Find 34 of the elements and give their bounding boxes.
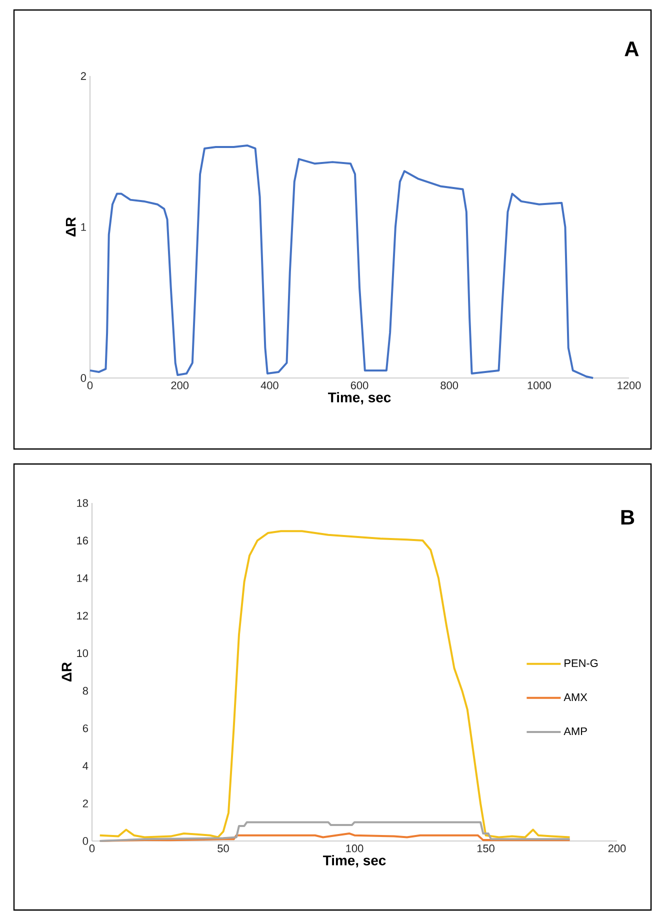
x-axis-title: Time, sec <box>328 392 391 404</box>
y-tick-label: 10 <box>77 649 88 658</box>
y-tick-label: 16 <box>77 536 88 544</box>
y-tick-label: 18 <box>77 499 88 507</box>
y-tick-label: 4 <box>82 762 88 770</box>
x-tick-label: 50 <box>218 844 229 852</box>
y-tick-label: 8 <box>82 686 88 695</box>
x-tick-label: 100 <box>346 844 364 852</box>
legend-label: PEN-G <box>564 659 598 668</box>
x-tick-label: 1200 <box>618 382 641 390</box>
y-axis-title: ΔR <box>66 217 76 236</box>
y-axis-title: ΔR <box>62 662 72 682</box>
x-tick-label: 800 <box>440 382 458 390</box>
x-tick-label: 0 <box>89 844 95 852</box>
y-tick-label: 12 <box>77 612 88 620</box>
y-tick-label: 0 <box>80 374 86 382</box>
chart-title: B <box>621 510 634 524</box>
x-tick-label: 600 <box>350 382 368 390</box>
y-tick-label: 14 <box>77 574 88 582</box>
legend-label: AMP <box>564 727 587 735</box>
line-series <box>98 821 571 842</box>
x-axis-title: Time, sec <box>323 855 386 868</box>
y-tick-label: 1 <box>81 223 86 231</box>
y-tick-label: 0 <box>82 837 88 845</box>
x-tick-label: 150 <box>477 844 494 852</box>
x-tick-label: 1000 <box>528 382 551 390</box>
y-tick-label: 6 <box>82 724 88 732</box>
x-tick-label: 400 <box>260 382 278 390</box>
y-tick-label: 2 <box>82 800 88 808</box>
x-tick-label: 200 <box>608 844 626 852</box>
legend-label: AMX <box>564 693 588 701</box>
x-tick-label: 200 <box>171 382 189 390</box>
y-tick-label: 2 <box>80 72 86 80</box>
chart-title: A <box>624 42 639 56</box>
